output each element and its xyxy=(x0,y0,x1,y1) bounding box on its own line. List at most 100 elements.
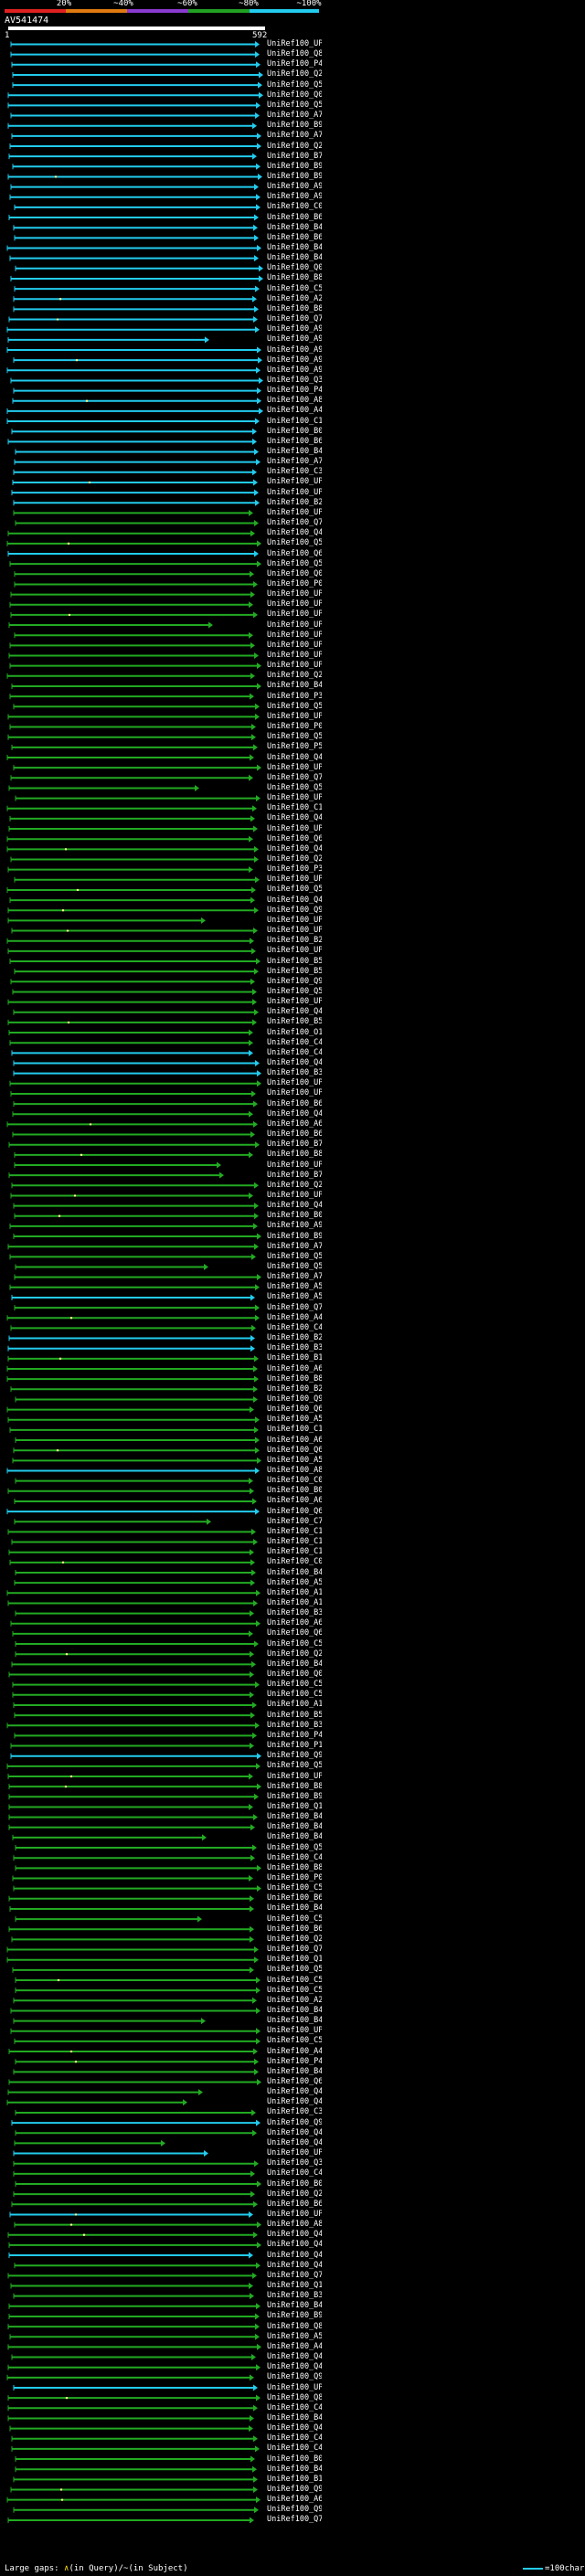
hit-label[interactable]: UniRef100_Q5RF10 xyxy=(267,885,322,895)
hit-label[interactable]: UniRef100_UP1000... xyxy=(267,640,322,650)
hit-label[interactable]: UniRef100_Q9VAK9 xyxy=(267,2372,322,2382)
hit-label[interactable]: UniRef100_B2VH09 xyxy=(267,497,322,507)
hit-label[interactable]: UniRef100_Q0LA93 xyxy=(267,90,322,100)
hit-label[interactable]: UniRef100_Q9C2H7 xyxy=(267,1394,322,1404)
hit-label[interactable]: UniRef100_A7E7C3 xyxy=(267,1241,322,1251)
hit-label[interactable]: UniRef100_UP1000... xyxy=(267,875,322,885)
hit-label[interactable]: UniRef100_Q4D6B4 xyxy=(267,2097,322,2107)
hit-label[interactable]: UniRef100_B4N3Q3 xyxy=(267,1812,322,1822)
hit-label[interactable]: UniRef100_Q8GYH3 xyxy=(267,49,322,59)
hit-label[interactable]: UniRef100_Q5RCR3 xyxy=(267,782,322,792)
hit-label[interactable]: UniRef100_Q08BE6 xyxy=(267,568,322,578)
hit-label[interactable]: UniRef100_A7PS57 xyxy=(267,131,322,141)
hit-label[interactable]: UniRef100_B0Y2P9 xyxy=(267,1486,322,1496)
hit-label[interactable]: UniRef100_B5VFS0 xyxy=(267,1710,322,1720)
hit-label[interactable]: UniRef100_UP1000... xyxy=(267,630,322,640)
hit-label[interactable]: UniRef100_A2ZMK9 xyxy=(267,293,322,303)
hit-label[interactable]: UniRef100_Q29EP4 xyxy=(267,1934,322,1944)
hit-label[interactable]: UniRef100_C5GFQ8 xyxy=(267,1913,322,1924)
hit-label[interactable]: UniRef100_B3R262 xyxy=(267,1068,322,1078)
hit-label[interactable]: UniRef100_B4FBD2 xyxy=(267,243,322,252)
hit-label[interactable]: UniRef100_B4G2B5 xyxy=(267,1659,322,1669)
hit-label[interactable]: UniRef100_C1BUZ5 xyxy=(267,1425,322,1435)
hit-label[interactable]: UniRef100_C4QV16 xyxy=(267,1322,322,1332)
hit-label[interactable]: UniRef100_Q2PER2 xyxy=(267,141,322,151)
hit-label[interactable]: UniRef100_B9WHZ7 xyxy=(267,1791,322,1801)
hit-label[interactable]: UniRef100_A5FAB5 xyxy=(267,1292,322,1302)
hit-label[interactable]: UniRef100_UP1000... xyxy=(267,1088,322,1098)
hit-label[interactable]: UniRef100_A7TW49 xyxy=(267,1272,322,1282)
hit-label[interactable]: UniRef100_C4LZW2 xyxy=(267,2433,322,2443)
hit-label[interactable]: UniRef100_A9ND14 xyxy=(267,324,322,334)
hit-label[interactable]: UniRef100_C1GDN1 xyxy=(267,1537,322,1547)
hit-label[interactable]: UniRef100_P49185 xyxy=(267,386,322,396)
hit-label[interactable]: UniRef100_Q7Y175 xyxy=(267,314,322,324)
hit-label[interactable]: UniRef100_P49669 xyxy=(267,2056,322,2066)
hit-label[interactable]: UniRef100_B4DF98 xyxy=(267,2412,322,2422)
hit-label[interactable]: UniRef100_Q6BX00 xyxy=(267,1628,322,1638)
hit-label[interactable]: UniRef100_Q59ZX4 xyxy=(267,1842,322,1852)
hit-label[interactable]: UniRef100_Q582N2 xyxy=(267,1965,322,1975)
hit-label[interactable]: UniRef100_A9PJ22 xyxy=(267,182,322,192)
hit-label[interactable]: UniRef100_Q6Y213 xyxy=(267,833,322,843)
hit-label[interactable]: UniRef100_Q6CWA1 xyxy=(267,1405,322,1415)
hit-label[interactable]: UniRef100_O15E58 xyxy=(267,1027,322,1037)
hit-label[interactable]: UniRef100_Q0CAR5 xyxy=(267,1670,322,1679)
hit-label[interactable]: UniRef100_B3L4E2 xyxy=(267,1343,322,1353)
hit-label[interactable]: UniRef100_C0NTQ5 xyxy=(267,1476,322,1486)
hit-label[interactable]: UniRef100_A5K9H3 xyxy=(267,2331,322,2341)
hit-label[interactable]: UniRef100_B4FVJ0 xyxy=(267,253,322,263)
hit-label[interactable]: UniRef100_Q7ZYH0 xyxy=(267,518,322,528)
hit-label[interactable]: UniRef100_P36578 xyxy=(267,691,322,701)
hit-label[interactable]: UniRef100_Q7RBC1 xyxy=(267,2270,322,2280)
hit-label[interactable]: UniRef100_Q4YW04 xyxy=(267,2230,322,2240)
hit-label[interactable]: UniRef100_C3Z095 xyxy=(267,467,322,477)
hit-label[interactable]: UniRef100_C1E197 xyxy=(267,416,322,426)
hit-label[interactable]: UniRef100_A5DTA8 xyxy=(267,1282,322,1292)
hit-label[interactable]: UniRef100_Q4UE55 xyxy=(267,2362,322,2372)
hit-label[interactable]: UniRef100_C5MC94 xyxy=(267,1883,322,1893)
hit-label[interactable]: UniRef100_B4M666 xyxy=(267,1822,322,1832)
hit-label[interactable]: UniRef100_C1L7W4 xyxy=(267,1526,322,1536)
hit-label[interactable]: UniRef100_A6PSD6 xyxy=(267,1118,322,1129)
hit-label[interactable]: UniRef100_B4F122 xyxy=(267,447,322,456)
hit-label[interactable]: UniRef100_B9S892 xyxy=(267,121,322,131)
hit-label[interactable]: UniRef100_B7FMR0 xyxy=(267,151,322,161)
hit-label[interactable]: UniRef100_B1Q0X3 xyxy=(267,1353,322,1363)
hit-label[interactable]: UniRef100_Q4G0N5 xyxy=(267,1058,322,1067)
hit-label[interactable]: UniRef100_B0QTH1 xyxy=(267,2178,322,2189)
hit-label[interactable]: UniRef100_P16664 xyxy=(267,1741,322,1751)
hit-label[interactable]: UniRef100_Q4R3Y4 xyxy=(267,528,322,538)
hit-label[interactable]: UniRef100_A2QUC7 xyxy=(267,1995,322,2005)
hit-label[interactable]: UniRef100_C4LZU1 xyxy=(267,2402,322,2412)
hit-label[interactable]: UniRef100_A6RRR4 xyxy=(267,1618,322,1628)
hit-label[interactable]: UniRef100_C5Z455 xyxy=(267,283,322,293)
hit-label[interactable]: UniRef100_Q4FXU6 xyxy=(267,2127,322,2137)
hit-label[interactable]: UniRef100_Q58DW0 xyxy=(267,701,322,711)
hit-label[interactable]: UniRef100_A5E1Y1 xyxy=(267,1577,322,1587)
hit-label[interactable]: UniRef100_C5JFJ2 xyxy=(267,1680,322,1690)
hit-label[interactable]: UniRef100_UP1000... xyxy=(267,823,322,833)
hit-label[interactable]: UniRef100_Q5Z1I1 xyxy=(267,538,322,548)
hit-label[interactable]: UniRef100_C4QPT3 xyxy=(267,2168,322,2178)
hit-label[interactable]: UniRef100_A9NT50 xyxy=(267,355,322,365)
hit-label[interactable]: UniRef100_A9ZTT7 xyxy=(267,1221,322,1231)
hit-label[interactable]: UniRef100_B9Z0X6 xyxy=(267,2311,322,2321)
hit-label[interactable]: UniRef100_Q4P5P9 xyxy=(267,752,322,762)
hit-label[interactable]: UniRef100_B3RFF2 xyxy=(267,1608,322,1618)
hit-label[interactable]: UniRef100_B7Q1I6 xyxy=(267,1140,322,1150)
hit-label[interactable]: UniRef100_A1C534 xyxy=(267,1597,322,1607)
hit-label[interactable]: UniRef100_Q25056 xyxy=(267,2189,322,2199)
hit-label[interactable]: UniRef100_Q4HHQ5 xyxy=(267,2250,322,2260)
hit-label[interactable]: UniRef100_Q4TG57 xyxy=(267,813,322,823)
hit-label[interactable]: UniRef100_B8LK49 xyxy=(267,303,322,313)
hit-label[interactable]: UniRef100_Q9P784 xyxy=(267,905,322,915)
hit-label[interactable]: UniRef100_C4LZ05 xyxy=(267,2443,322,2454)
hit-label[interactable]: UniRef100_Q75EB9 xyxy=(267,1302,322,1312)
hit-label[interactable]: UniRef100_A4RHH5 xyxy=(267,1312,322,1322)
hit-label[interactable]: UniRef100_Q4Q3W2 xyxy=(267,2087,322,2097)
hit-label[interactable]: UniRef100_A9PA35 xyxy=(267,192,322,202)
hit-label[interactable]: UniRef100_B5X3D6 xyxy=(267,956,322,966)
hit-label[interactable]: UniRef100_UP1000... xyxy=(267,997,322,1007)
hit-label[interactable]: UniRef100_Q5UAT7 xyxy=(267,1251,322,1261)
